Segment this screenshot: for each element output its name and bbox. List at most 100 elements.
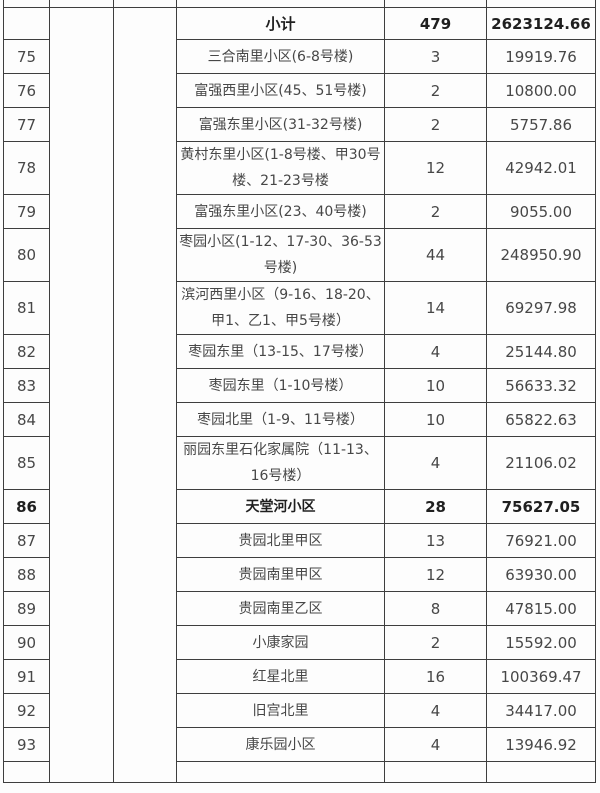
amount-cell: 13946.92 [486,727,596,762]
community-name-cell: 富强东里小区(31-32号楼) [176,107,385,142]
amount-cell: 56633.32 [486,368,596,403]
empty-cell [384,0,487,8]
empty-cell [113,0,177,8]
row-number-cell: 83 [3,368,50,403]
row-number-cell: 91 [3,659,50,694]
community-name-cell: 滨河西里小区（9-16、18-20、甲1、乙1、甲5号楼） [176,281,385,335]
count-cell: 13 [384,523,487,558]
count-cell: 10 [384,402,487,437]
row-number-cell: 86 [3,489,50,524]
table-body: 小计 479 2623124.66 75 三合南里小区(6-8号楼) 3 19919.… [3,0,596,783]
count-cell: 2 [384,73,487,108]
merged-empty-column [49,7,114,783]
table-row: 77 富强东里小区(31-32号楼) 2 5757.86 [3,107,596,142]
amount-cell: 65822.63 [486,402,596,437]
row-number-cell: 75 [3,39,50,74]
table-row: 79 富强东里小区(23、40号楼) 2 9055.00 [3,194,596,229]
count-cell: 16 [384,659,487,694]
community-name-cell: 旧宫北里 [176,693,385,728]
table-row: 85 丽园东里石化家属院（11-13、16号楼） 4 21106.02 [3,436,596,490]
community-name-cell: 贵园北里甲区 [176,523,385,558]
empty-cell [486,761,596,783]
clipped-bottom-row [3,761,596,783]
row-number-cell: 92 [3,693,50,728]
row-number-cell: 78 [3,141,50,195]
table-row: 93 康乐园小区 4 13946.92 [3,727,596,762]
subtotal-amount: 2623124.66 [486,7,596,40]
row-number-cell: 79 [3,194,50,229]
amount-cell: 76921.00 [486,523,596,558]
row-number-cell: 85 [3,436,50,490]
community-name-cell: 红星北里 [176,659,385,694]
table-row: 90 小康家园 2 15592.00 [3,625,596,660]
amount-cell: 34417.00 [486,693,596,728]
amount-cell: 19919.76 [486,39,596,74]
count-cell: 12 [384,557,487,592]
row-number-cell: 77 [3,107,50,142]
table-row: 89 贵园南里乙区 8 47815.00 [3,591,596,626]
amount-cell: 75627.05 [486,489,596,524]
row-number-cell: 89 [3,591,50,626]
community-name-cell: 枣园东里（1-10号楼） [176,368,385,403]
community-name-cell: 三合南里小区(6-8号楼) [176,39,385,74]
row-number-cell: 87 [3,523,50,558]
empty-cell [176,761,385,783]
table-row: 84 枣园北里（1-9、11号楼） 10 65822.63 [3,402,596,437]
count-cell: 8 [384,591,487,626]
empty-cell [176,0,385,8]
clipped-top-row [3,0,596,8]
community-name-cell: 富强东里小区(23、40号楼) [176,194,385,229]
table-row: 78 黄村东里小区(1-8号楼、甲30号楼、21-23号楼 12 42942.01 [3,141,596,195]
merged-empty-column [113,7,177,783]
row-number-cell: 80 [3,228,50,282]
amount-cell: 10800.00 [486,73,596,108]
table-row: 86 天堂河小区 28 75627.05 [3,489,596,524]
table-row: 75 三合南里小区(6-8号楼) 3 19919.76 [3,39,596,74]
table-row: 76 富强西里小区(45、51号楼) 2 10800.00 [3,73,596,108]
empty-cell [3,0,50,8]
count-cell: 12 [384,141,487,195]
amount-cell: 5757.86 [486,107,596,142]
table-row: 87 贵园北里甲区 13 76921.00 [3,523,596,558]
community-name-cell: 贵园南里乙区 [176,591,385,626]
table-row: 88 贵园南里甲区 12 63930.00 [3,557,596,592]
row-number-cell: 82 [3,334,50,369]
amount-cell: 42942.01 [486,141,596,195]
count-cell: 3 [384,39,487,74]
empty-cell [384,761,487,783]
community-name-cell: 枣园北里（1-9、11号楼） [176,402,385,437]
community-name-cell: 黄村东里小区(1-8号楼、甲30号楼、21-23号楼 [176,141,385,195]
empty-cell [49,0,114,8]
count-cell: 4 [384,693,487,728]
community-name-cell: 丽园东里石化家属院（11-13、16号楼） [176,436,385,490]
amount-cell: 9055.00 [486,194,596,229]
community-name-cell: 康乐园小区 [176,727,385,762]
amount-cell: 63930.00 [486,557,596,592]
empty-cell [486,0,596,8]
row-number-cell [3,7,50,40]
subtotal-count: 479 [384,7,487,40]
amount-cell: 248950.90 [486,228,596,282]
amount-cell: 47815.00 [486,591,596,626]
count-cell: 2 [384,194,487,229]
count-cell: 4 [384,436,487,490]
count-cell: 4 [384,727,487,762]
row-number-cell: 90 [3,625,50,660]
count-cell: 44 [384,228,487,282]
subtotal-row: 小计 479 2623124.66 [3,7,596,783]
table-row: 82 枣园东里（13-15、17号楼） 4 25144.80 [3,334,596,369]
count-cell: 4 [384,334,487,369]
count-cell: 14 [384,281,487,335]
count-cell: 2 [384,625,487,660]
amount-cell: 69297.98 [486,281,596,335]
community-summary-table: 小计 479 2623124.66 75 三合南里小区(6-8号楼) 3 19919.… [3,0,596,783]
table-row: 81 滨河西里小区（9-16、18-20、甲1、乙1、甲5号楼） 14 69297.9… [3,281,596,335]
community-name-cell: 枣园东里（13-15、17号楼） [176,334,385,369]
empty-cell [3,761,50,783]
amount-cell: 21106.02 [486,436,596,490]
amount-cell: 100369.47 [486,659,596,694]
amount-cell: 15592.00 [486,625,596,660]
community-name-cell: 富强西里小区(45、51号楼) [176,73,385,108]
row-number-cell: 81 [3,281,50,335]
